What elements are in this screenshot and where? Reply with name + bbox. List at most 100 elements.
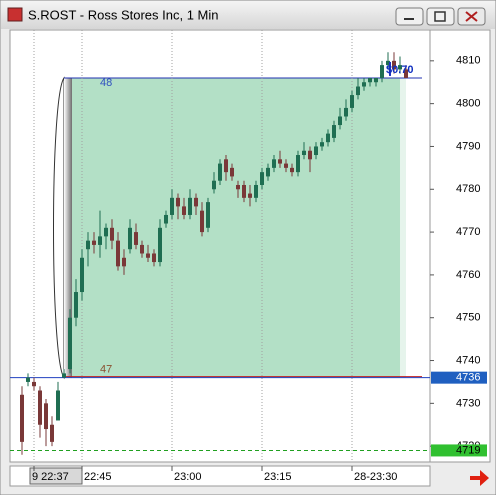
x-tick-highlight (29, 467, 83, 485)
range-box (72, 77, 406, 378)
y-tick-label: 4760 (456, 269, 480, 281)
candle-body (80, 257, 84, 293)
y-tick-label: 4740 (456, 354, 480, 366)
candle-body (158, 227, 162, 263)
candle-body (98, 236, 102, 245)
candle-body (56, 390, 60, 421)
range-low-label: 47 (100, 364, 112, 376)
candle-body (248, 193, 252, 198)
candle-body (224, 159, 228, 173)
x-tick-label: 28-23:30 (354, 471, 397, 483)
candle-body (320, 142, 324, 147)
candle-body (212, 180, 216, 190)
last-price-label: 4736 (456, 372, 480, 384)
candle-body (242, 184, 246, 198)
candle-body (278, 159, 282, 164)
candle-body (296, 155, 300, 173)
candle-body (20, 394, 24, 442)
window-title: S.ROST - Ross Stores Inc, 1 Min (28, 7, 218, 22)
candle-body (314, 146, 318, 156)
close-icon (465, 11, 478, 22)
candle-body (266, 167, 270, 177)
x-tick-label: 22:45 (84, 471, 112, 483)
candle-body (404, 69, 408, 78)
candle-body (182, 206, 186, 215)
candle-body (374, 77, 378, 83)
candle-body (68, 317, 72, 370)
candle-body (206, 202, 210, 228)
y-tick-label: 4770 (456, 226, 480, 238)
candle-body (272, 159, 276, 168)
candle-body (152, 253, 156, 263)
time-axis (9, 465, 431, 487)
range-change-label: $0.70 (386, 64, 414, 76)
app-icon (7, 7, 23, 22)
last-price-marker (431, 371, 487, 384)
candle-body (356, 86, 360, 96)
range-box-shade (64, 77, 72, 378)
candle-body (284, 163, 288, 168)
y-tick-label: 4730 (456, 397, 480, 409)
candle-body (338, 116, 342, 126)
candle-body (122, 257, 126, 267)
candle-body (140, 244, 144, 254)
candle-body (104, 227, 108, 237)
candle-body (146, 253, 150, 258)
candle-body (38, 390, 42, 425)
range-box-fade (400, 77, 406, 378)
minimize-button[interactable] (395, 7, 424, 26)
candle-body (218, 163, 222, 181)
candle-body (380, 65, 384, 78)
candle-body (368, 77, 372, 83)
candle-body (200, 210, 204, 233)
x-tick-label: 23:15 (264, 471, 292, 483)
candle-body (290, 167, 294, 173)
candle-body (50, 424, 54, 442)
candle-body (398, 65, 402, 70)
alert-price-label: 4719 (456, 444, 480, 456)
range-box-shadow (53, 76, 65, 380)
candle-body (308, 150, 312, 160)
alert-price-marker (431, 444, 487, 457)
candle-body (128, 227, 132, 250)
candle-body (170, 197, 174, 215)
price-axis (429, 29, 491, 463)
candle-body (134, 232, 138, 245)
candle-body (260, 172, 264, 185)
candle-body (188, 197, 192, 215)
candle-body (164, 214, 168, 224)
y-tick-label: 4750 (456, 312, 480, 324)
candle-body (44, 403, 48, 430)
candle-body (332, 125, 336, 138)
candle-body (254, 184, 258, 198)
x-tick-label: 23:00 (174, 471, 202, 483)
candle-body (116, 240, 120, 267)
y-tick-label: 4810 (456, 55, 480, 67)
window-buttons[interactable] (395, 7, 486, 26)
candle-body (302, 150, 306, 156)
candle-body (74, 292, 78, 318)
candle-body (176, 197, 180, 207)
candle-body (230, 167, 234, 177)
maximize-button[interactable] (426, 7, 455, 26)
y-tick-label: 4790 (456, 140, 480, 152)
candle-body (392, 60, 396, 70)
candle-body (386, 60, 390, 66)
scroll-arrow[interactable] (470, 470, 489, 486)
range-high-label: 48 (100, 77, 112, 89)
y-tick-label: 4800 (456, 98, 480, 110)
candle-body (86, 240, 90, 250)
candle-body (92, 240, 96, 245)
candle-body (344, 107, 348, 117)
candle-body (326, 133, 330, 143)
maximize-icon (434, 11, 446, 22)
candle-body (236, 184, 240, 190)
x-tick-label: 9 22:37 (32, 471, 69, 483)
chart: 48 47 $0.70 (10, 30, 430, 462)
candle-body (26, 377, 30, 382)
candle-body (62, 373, 66, 378)
candle-body (194, 197, 198, 207)
y-tick-label: 4780 (456, 183, 480, 195)
candle-body (110, 227, 114, 241)
